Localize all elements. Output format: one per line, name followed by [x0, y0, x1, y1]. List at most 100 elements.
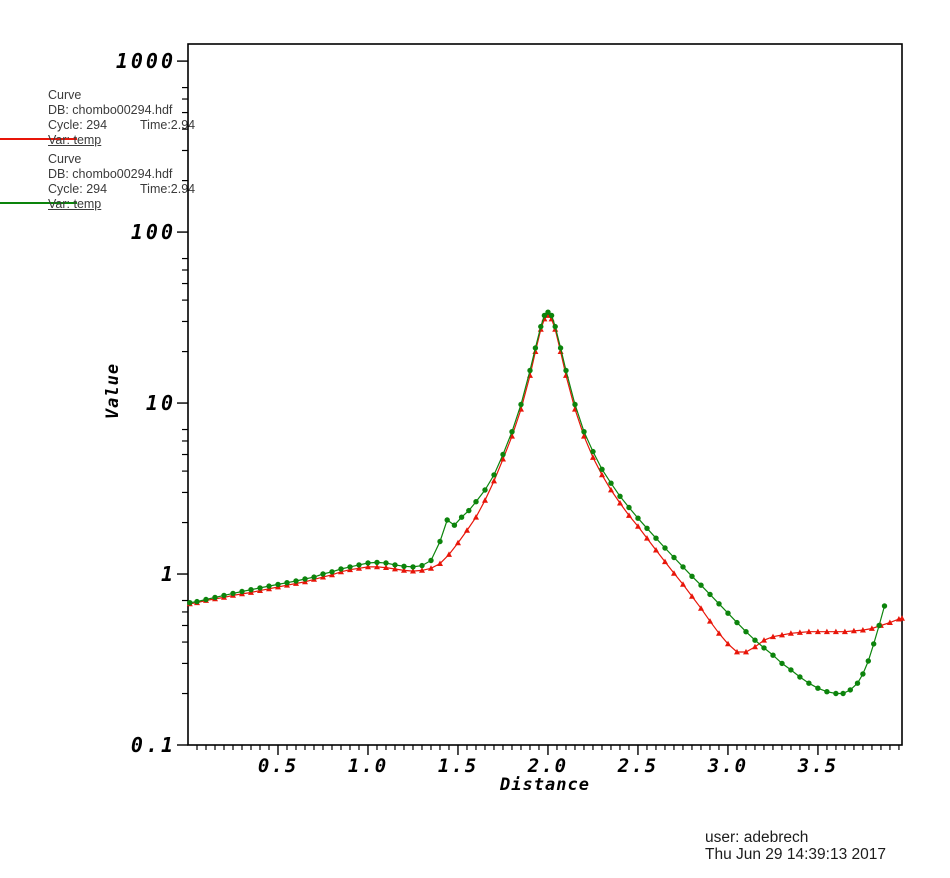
y-tick-label: 0.1 — [131, 733, 176, 757]
series-marker-circle — [509, 429, 515, 435]
series-marker-circle — [545, 309, 551, 315]
series-marker-circle — [644, 525, 650, 531]
series-marker-triangle — [680, 581, 686, 587]
series-marker-circle — [865, 658, 871, 664]
legend-entry-red: Curve DB: chombo00294.hdf Cycle: 294 Tim… — [0, 88, 240, 148]
series-marker-triangle — [437, 560, 443, 566]
series-marker-triangle — [841, 628, 848, 635]
series-marker-circle — [779, 660, 785, 667]
series-marker-circle — [473, 499, 479, 505]
series-marker-circle — [538, 323, 544, 330]
series-marker-triangle — [868, 625, 875, 631]
series-marker-circle — [458, 514, 465, 520]
series-marker-triangle — [491, 477, 497, 484]
y-axis-major-ticks: 0.1 1 10 100 1000 — [116, 49, 188, 757]
series-marker-circle — [881, 603, 888, 609]
plot-frame — [187, 43, 903, 746]
series-marker-circle — [347, 564, 353, 570]
series-marker-circle — [203, 596, 209, 603]
series-marker-circle — [725, 610, 731, 616]
series-marker-circle — [662, 545, 668, 551]
series-marker-triangle — [770, 633, 776, 640]
series-marker-circle — [444, 517, 450, 523]
legend-cycle: Cycle: 294 — [48, 118, 108, 132]
y-axis-minor-ticks — [182, 86, 188, 695]
series-marker-circle — [410, 564, 416, 570]
series-marker-triangle — [832, 628, 839, 635]
curve-green-temp — [187, 309, 888, 697]
series-marker-circle — [608, 480, 614, 486]
series-marker-circle — [563, 367, 569, 374]
series-marker-circle — [698, 582, 704, 588]
series-marker-circle — [689, 573, 695, 579]
series-marker-circle — [257, 585, 263, 591]
legend-db: DB: chombo00294.hdf — [48, 167, 173, 181]
series-marker-circle — [599, 466, 605, 472]
series-marker-circle — [541, 312, 548, 319]
legend-cycle: Cycle: 294 — [48, 182, 108, 196]
series-marker-circle — [671, 554, 677, 561]
series-marker-triangle — [859, 627, 866, 633]
series-marker-circle — [806, 680, 812, 686]
series-marker-circle — [212, 594, 218, 601]
series-marker-triangle — [743, 648, 749, 655]
series-marker-circle — [491, 472, 497, 478]
series-marker-circle — [451, 522, 458, 528]
series-marker-triangle — [779, 631, 785, 638]
series-marker-triangle — [734, 648, 740, 655]
series-marker-circle — [293, 578, 299, 584]
legend-line-red-swatch — [0, 138, 77, 140]
series-marker-triangle — [886, 619, 893, 625]
series-marker-circle — [707, 591, 713, 598]
series-marker-circle — [518, 401, 524, 408]
series-marker-triangle — [320, 574, 326, 580]
y-tick-label: 10 — [146, 391, 176, 415]
series-marker-triangle — [805, 628, 812, 635]
series-marker-triangle — [464, 527, 470, 533]
series-marker-circle — [329, 569, 335, 575]
legend-time: Time:2.94 — [140, 182, 196, 196]
series-marker-circle — [239, 588, 245, 595]
legend-title: Curve — [48, 88, 82, 102]
series-marker-triangle — [473, 514, 479, 520]
series-marker-triangle — [599, 471, 605, 478]
series-marker-circle — [187, 600, 193, 606]
series-marker-triangle — [410, 568, 416, 574]
legend-db: DB: chombo00294.hdf — [48, 103, 173, 117]
series-marker-triangle — [383, 564, 389, 570]
series-marker-circle — [876, 622, 882, 629]
series-marker-triangle — [796, 629, 803, 635]
legend-title: Curve — [48, 152, 82, 166]
series-marker-triangle — [455, 539, 461, 546]
y-tick-label: 100 — [131, 220, 176, 244]
legend-time: Time:2.94 — [140, 118, 196, 132]
x-tick-label: 2.0 — [527, 755, 568, 777]
series-marker-triangle — [419, 567, 425, 573]
series-marker-circle — [552, 323, 558, 330]
series-marker-triangle — [590, 454, 596, 460]
series-marker-circle — [500, 451, 506, 458]
legend-entry-green: Curve DB: chombo00294.hdf Cycle: 294 Tim… — [0, 152, 240, 212]
series-marker-circle — [871, 641, 877, 647]
series-marker-triangle — [671, 570, 677, 576]
y-tick-label: 1 — [161, 562, 176, 586]
series-marker-circle — [527, 367, 533, 374]
x-tick-label: 0.5 — [258, 755, 298, 777]
series-marker-circle — [320, 571, 326, 577]
series-line — [189, 314, 903, 653]
series-marker-triangle — [635, 523, 641, 529]
series-marker-circle — [815, 685, 821, 691]
series-marker-circle — [761, 645, 767, 651]
series-marker-circle — [275, 581, 281, 588]
series-marker-circle — [419, 562, 425, 569]
series-marker-triangle — [482, 497, 488, 503]
series-marker-circle — [266, 583, 272, 589]
series-marker-triangle — [446, 551, 452, 557]
series-marker-triangle — [356, 565, 362, 571]
series-marker-circle — [248, 587, 254, 593]
y-tick-label: 1000 — [116, 49, 176, 73]
legend-var: Var: temp — [48, 133, 102, 147]
series-marker-circle — [833, 690, 839, 697]
y-axis-title: Value — [103, 363, 123, 419]
